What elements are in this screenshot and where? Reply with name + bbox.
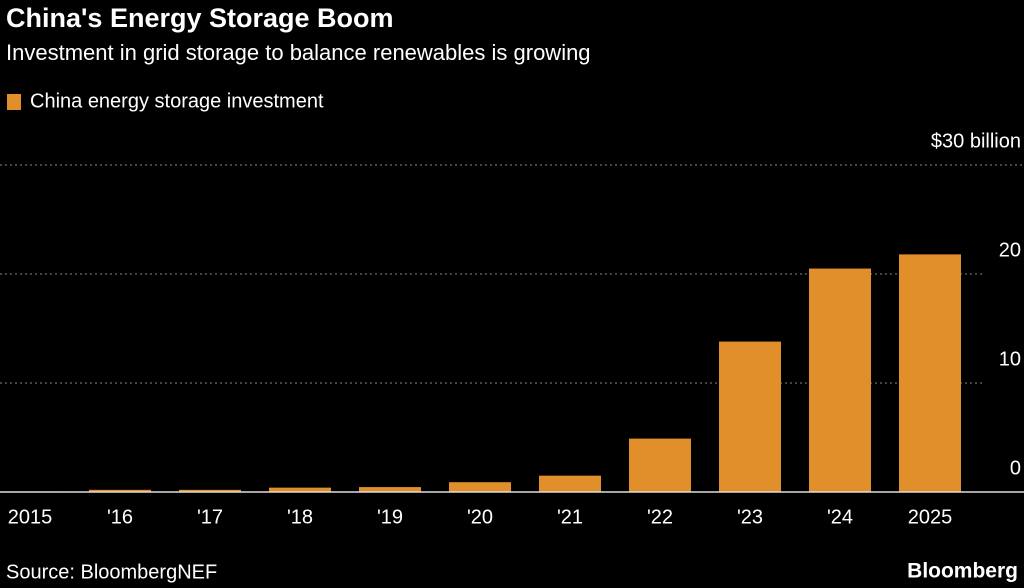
chart-subtitle: Investment in grid storage to balance re… [6, 40, 591, 65]
x-tick-label: '17 [197, 506, 223, 528]
chart-title: China's Energy Storage Boom [6, 3, 394, 33]
x-tick-label: '16 [107, 506, 133, 528]
x-tick-label: '21 [557, 506, 583, 528]
source: Source: BloombergNEF [6, 561, 217, 583]
y-tick-label: 20 [999, 239, 1021, 261]
bar [899, 254, 961, 492]
x-tick-label: '24 [827, 506, 853, 528]
x-tick-label: '23 [737, 506, 763, 528]
y-tick-label: $30 billion [931, 130, 1021, 152]
bar [89, 489, 151, 492]
bar [719, 341, 781, 492]
x-tick-label: 2025 [908, 506, 953, 528]
x-tick-label: '18 [287, 506, 313, 528]
x-tick-label: '19 [377, 506, 403, 528]
bar [809, 268, 871, 492]
bar [179, 489, 241, 492]
y-tick-label: 0 [1010, 457, 1021, 479]
bar [539, 475, 601, 492]
bar [269, 487, 331, 492]
y-tick-label: 10 [999, 348, 1021, 370]
legend-swatch [7, 94, 21, 110]
bar [359, 487, 421, 492]
x-tick-label: '22 [647, 506, 673, 528]
legend-label: China energy storage investment [30, 90, 324, 112]
x-tick-label: '20 [467, 506, 493, 528]
bar [629, 438, 691, 492]
logo: Bloomberg [907, 560, 1018, 583]
bar [449, 482, 511, 492]
x-tick-label: 2015 [8, 506, 53, 528]
